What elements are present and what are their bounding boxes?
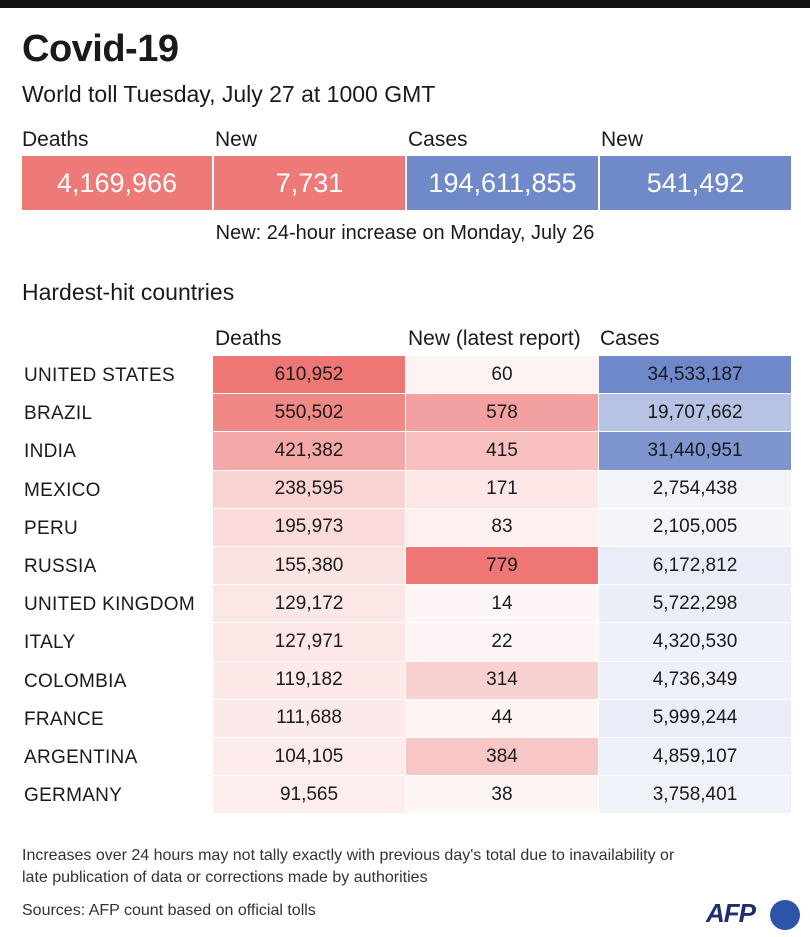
country-label: BRAZIL [24, 403, 93, 425]
new-cell: 384 [406, 738, 598, 776]
summary-new-cases-value: 541,492 [600, 156, 791, 210]
country-label: COLOMBIA [24, 670, 127, 692]
country-label: ARGENTINA [24, 747, 138, 768]
country-label: GERMANY [24, 785, 123, 807]
country-label: INDIA [24, 441, 77, 463]
country-label: RUSSIA [24, 556, 97, 577]
new-cell: 22 [406, 623, 598, 661]
cases-cell: 3,758,401 [599, 776, 791, 814]
deaths-cell: 195,973 [213, 508, 405, 546]
new-cell: 171 [406, 470, 598, 508]
cases-cell: 6,172,812 [599, 547, 791, 585]
new-cell: 415 [406, 432, 598, 470]
summary-new-deaths-label: New [215, 128, 258, 151]
cases-cell: 34,533,187 [599, 356, 791, 394]
deaths-cell: 127,971 [213, 623, 405, 661]
section-title: Hardest-hit countries [22, 279, 235, 305]
afp-logo-mark [770, 900, 800, 930]
country-label: MEXICO [24, 479, 101, 501]
cases-cell: 2,105,005 [599, 508, 791, 546]
deaths-cell: 119,182 [213, 661, 405, 699]
summary-deaths-value: 4,169,966 [22, 156, 212, 210]
source-note: Sources: AFP count based on official tol… [22, 902, 316, 919]
summary-cases-label: Cases [408, 128, 468, 151]
top-bar [0, 0, 810, 8]
country-label: UNITED STATES [24, 365, 175, 386]
new-cell: 38 [406, 776, 598, 814]
footnote: Increases over 24 hours may not tally ex… [22, 847, 675, 886]
deaths-cell: 610,952 [213, 356, 405, 394]
new-cell: 779 [406, 547, 598, 585]
new-cell: 578 [406, 394, 598, 432]
cases-cell: 4,859,107 [599, 738, 791, 776]
cases-cell: 31,440,951 [599, 432, 791, 470]
summary-note: New: 24-hour increase on Monday, July 26 [215, 222, 595, 244]
deaths-cell: 111,688 [213, 699, 405, 737]
country-label: PERU [24, 517, 78, 539]
summary-deaths-label: Deaths [22, 128, 89, 151]
new-cell: 60 [406, 356, 598, 394]
cases-cell: 4,736,349 [599, 661, 791, 699]
afp-logo: AFP [706, 898, 756, 928]
new-cell: 44 [406, 699, 598, 737]
summary-new-cases-label: New [601, 128, 644, 151]
column-header-cases: Cases [600, 327, 660, 350]
page-title: Covid-19 [22, 28, 179, 70]
new-cell: 14 [406, 585, 598, 623]
new-cell: 314 [406, 661, 598, 699]
deaths-cell: 104,105 [213, 738, 405, 776]
cases-cell: 4,320,530 [599, 623, 791, 661]
page-subtitle: World toll Tuesday, July 27 at 1000 GMT [22, 81, 436, 107]
cases-cell: 5,722,298 [599, 585, 791, 623]
column-header-new: New (latest report) [408, 327, 581, 350]
country-label: UNITED KINGDOM [24, 594, 195, 616]
summary-new-deaths-value: 7,731 [214, 156, 405, 210]
deaths-cell: 421,382 [213, 432, 405, 470]
deaths-cell: 155,380 [213, 547, 405, 585]
deaths-cell: 91,565 [213, 776, 405, 814]
country-label: FRANCE [24, 708, 104, 730]
new-cell: 83 [406, 508, 598, 546]
deaths-cell: 550,502 [213, 394, 405, 432]
cases-cell: 2,754,438 [599, 470, 791, 508]
deaths-cell: 129,172 [213, 585, 405, 623]
cases-cell: 19,707,662 [599, 394, 791, 432]
country-label: ITALY [24, 632, 76, 654]
column-header-deaths: Deaths [215, 327, 282, 350]
deaths-cell: 238,595 [213, 470, 405, 508]
summary-cases-value: 194,611,855 [407, 156, 598, 210]
cases-cell: 5,999,244 [599, 699, 791, 737]
